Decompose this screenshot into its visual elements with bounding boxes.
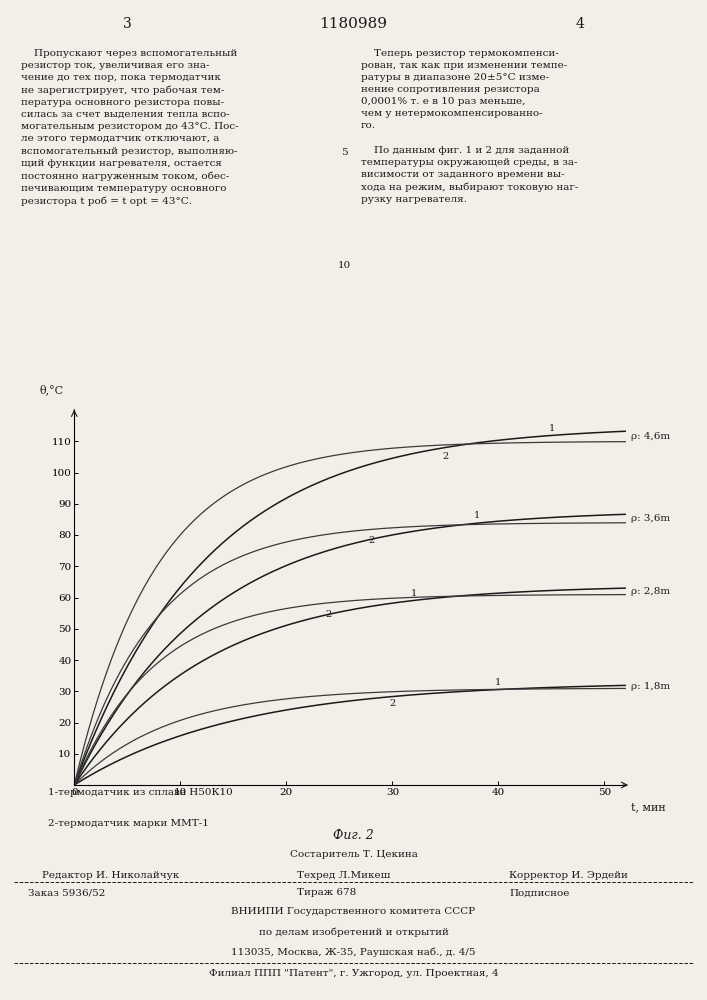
Text: 113035, Москва, Ж-35, Раушская наб., д. 4/5: 113035, Москва, Ж-35, Раушская наб., д. … bbox=[231, 947, 476, 957]
Text: θ,°C: θ,°C bbox=[39, 384, 63, 395]
Text: 4: 4 bbox=[575, 17, 584, 31]
Text: ρ: 4,6m: ρ: 4,6m bbox=[631, 432, 670, 441]
Text: Редактор И. Николайчук: Редактор И. Николайчук bbox=[42, 871, 180, 880]
Text: Корректор И. Эрдейи: Корректор И. Эрдейи bbox=[509, 871, 628, 880]
Text: Состаритель Т. Цекина: Состаритель Т. Цекина bbox=[290, 850, 417, 859]
Text: t, мин: t, мин bbox=[631, 802, 666, 812]
Text: 10: 10 bbox=[338, 261, 351, 270]
Text: 1180989: 1180989 bbox=[320, 17, 387, 31]
Text: 1: 1 bbox=[496, 678, 501, 687]
Text: 1: 1 bbox=[411, 589, 416, 598]
Text: Техред Л.Микеш: Техред Л.Микеш bbox=[297, 871, 390, 880]
Text: Подписное: Подписное bbox=[509, 888, 569, 897]
Text: Теперь резистор термокомпенси-
рован, так как при изменении темпе-
ратуры в диап: Теперь резистор термокомпенси- рован, та… bbox=[361, 49, 578, 204]
Text: по делам изобретений и открытий: по делам изобретений и открытий bbox=[259, 927, 448, 937]
Text: 2: 2 bbox=[326, 610, 332, 619]
Text: 1: 1 bbox=[549, 424, 554, 433]
Text: Пропускают через вспомогательный
резистор ток, увеличивая его зна-
чение до тех : Пропускают через вспомогательный резисто… bbox=[21, 49, 239, 206]
Text: Тираж 678: Тираж 678 bbox=[297, 888, 356, 897]
Text: 5: 5 bbox=[341, 148, 348, 157]
Text: Заказ 5936/52: Заказ 5936/52 bbox=[28, 888, 105, 897]
Text: 2: 2 bbox=[443, 452, 448, 461]
Text: 2: 2 bbox=[368, 536, 374, 545]
Text: 2-термодатчик марки ММТ-1: 2-термодатчик марки ММТ-1 bbox=[48, 819, 209, 828]
Text: ρ: 3,6m: ρ: 3,6m bbox=[631, 514, 670, 523]
Text: 1: 1 bbox=[474, 511, 480, 520]
Text: 3: 3 bbox=[123, 17, 132, 31]
Text: ρ: 1,8m: ρ: 1,8m bbox=[631, 682, 670, 691]
Text: ρ: 2,8m: ρ: 2,8m bbox=[631, 587, 670, 596]
Text: Фиг. 2: Фиг. 2 bbox=[333, 829, 374, 842]
Text: ВНИИПИ Государственного комитета СССР: ВНИИПИ Государственного комитета СССР bbox=[231, 907, 476, 916]
Text: Филиал ППП "Патент", г. Ужгород, ул. Проектная, 4: Филиал ППП "Патент", г. Ужгород, ул. Про… bbox=[209, 969, 498, 978]
Text: 2: 2 bbox=[390, 699, 395, 708]
Text: 1-термодатчик из сплава Н50К10: 1-термодатчик из сплава Н50К10 bbox=[48, 788, 233, 797]
